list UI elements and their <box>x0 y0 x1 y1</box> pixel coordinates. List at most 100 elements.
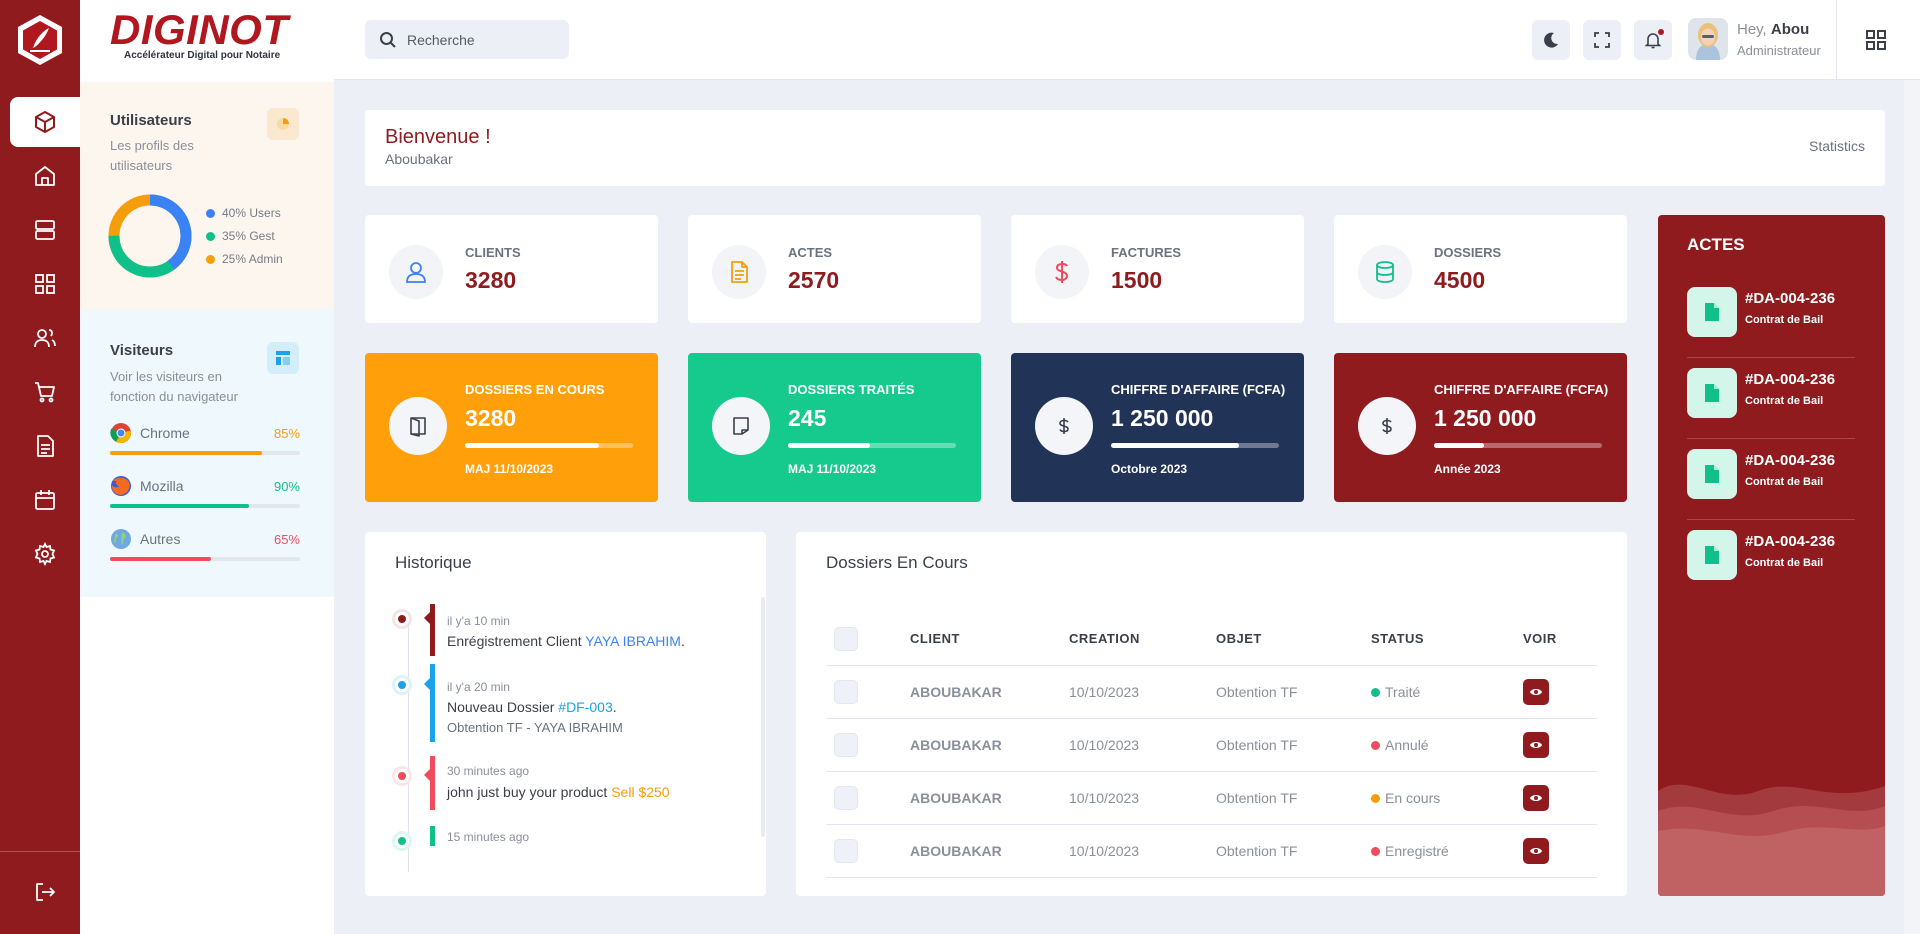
fullscreen-button[interactable] <box>1583 20 1621 60</box>
rail-item-cube[interactable] <box>10 97 80 147</box>
stat-icon-wrap <box>712 245 766 299</box>
browser-progress-fill <box>110 557 211 561</box>
statistics-link[interactable]: Statistics <box>1808 138 1865 154</box>
timeline-node <box>395 678 409 692</box>
acte-item[interactable]: #DA-004-236 Contrat de Bail <box>1687 520 1855 601</box>
kpi-card-dossiers-en-cours[interactable]: DOSSIERS EN COURS 3280 MAJ 11/10/2023 <box>365 353 658 502</box>
legend-users: 40% Users <box>206 206 281 220</box>
col-status[interactable]: STATUS <box>1371 631 1425 646</box>
dark-mode-button[interactable] <box>1532 20 1570 60</box>
rail-item-gear[interactable] <box>10 529 80 579</box>
kpi-progress <box>1111 443 1279 448</box>
browser-progress <box>110 557 300 561</box>
kpi-progress-fill <box>1434 443 1485 448</box>
rail-item-apps[interactable] <box>10 259 80 309</box>
row-select-cell <box>834 825 858 877</box>
door-icon <box>410 417 426 437</box>
apps-grid-button[interactable] <box>1862 26 1890 54</box>
voir-cell <box>1523 825 1549 877</box>
browser-name: Chrome <box>140 425 190 441</box>
kpi-card-dossiers-traites[interactable]: DOSSIERS TRAITÉS 245 MAJ 11/10/2023 <box>688 353 981 502</box>
message-text: Enrégistrement Client <box>447 633 586 649</box>
kpi-card-chiffre-annee[interactable]: CHIFFRE D'AFFAIRE (FCFA) 1 250 000 Année… <box>1334 353 1627 502</box>
icon-rail <box>0 0 80 934</box>
kpi-card-chiffre-mois[interactable]: CHIFFRE D'AFFAIRE (FCFA) 1 250 000 Octob… <box>1011 353 1304 502</box>
rail-item-calendar[interactable] <box>10 475 80 525</box>
historique-card: Historique il y'a 10 min Enrégistrement … <box>365 532 766 896</box>
grid-icon <box>1866 30 1886 50</box>
stat-card-clients[interactable]: CLIENTS 3280 <box>365 215 658 323</box>
message-highlight[interactable]: YAYA IBRAHIM <box>585 633 681 649</box>
browser-progress-fill <box>110 504 249 508</box>
row-checkbox[interactable] <box>834 839 858 863</box>
user-greeting[interactable]: Hey, Abou <box>1737 21 1809 38</box>
notifications-button[interactable] <box>1634 20 1672 60</box>
document-icon <box>37 435 54 457</box>
rail-item-server[interactable] <box>10 205 80 255</box>
historique-title: Historique <box>395 553 472 572</box>
pie-chart-badge[interactable] <box>267 108 299 140</box>
acte-item[interactable]: #DA-004-236 Contrat de Bail <box>1687 358 1855 439</box>
row-checkbox[interactable] <box>834 680 858 704</box>
status-dot <box>1371 793 1380 803</box>
stat-card-factures[interactable]: FACTURES 1500 <box>1011 215 1304 323</box>
kpi-progress-fill <box>788 443 871 448</box>
col-creation[interactable]: CREATION <box>1069 631 1140 646</box>
kpi-label: CHIFFRE D'AFFAIRE (FCFA) <box>1434 382 1609 397</box>
col-objet[interactable]: OBJET <box>1216 631 1262 646</box>
select-all-checkbox[interactable] <box>834 626 858 651</box>
col-client[interactable]: CLIENT <box>910 631 960 646</box>
voir-cell <box>1523 666 1549 718</box>
brand[interactable]: DIGINOT Accélérateur Digital pour Notair… <box>110 9 330 62</box>
brand-tagline: Accélérateur Digital pour Notaire <box>124 50 281 61</box>
view-button[interactable] <box>1523 732 1549 758</box>
status-cell: Traité <box>1371 666 1420 718</box>
search-box[interactable] <box>365 20 569 59</box>
layout-badge[interactable] <box>267 342 299 374</box>
rail-item-users[interactable] <box>10 313 80 363</box>
view-button[interactable] <box>1523 838 1549 864</box>
view-button[interactable] <box>1523 679 1549 705</box>
message-highlight[interactable]: Sell $250 <box>611 784 670 800</box>
avatar[interactable] <box>1688 18 1728 60</box>
eye-icon <box>1530 742 1542 748</box>
table-row: ABOUBAKAR 10/10/2023 Obtention TF Enregi… <box>826 825 1597 878</box>
historique-scrollbar[interactable] <box>761 597 765 837</box>
page-scrollbar[interactable] <box>1904 80 1920 934</box>
kpi-icon-wrap <box>712 397 770 455</box>
search-input[interactable] <box>407 31 557 48</box>
server-icon <box>35 220 55 240</box>
acte-item[interactable]: #DA-004-236 Contrat de Bail <box>1687 439 1855 520</box>
kpi-icon-wrap <box>1035 397 1093 455</box>
stat-card-actes[interactable]: ACTES 2570 <box>688 215 981 323</box>
message-after: . <box>680 633 685 649</box>
row-checkbox[interactable] <box>834 733 858 757</box>
bell-icon <box>1644 33 1662 49</box>
kpi-label: DOSSIERS EN COURS <box>465 382 605 397</box>
eye-icon <box>1530 848 1542 854</box>
status-dot <box>1371 740 1380 750</box>
visitors-card: Visiteurs Voir les visiteurs en fonction… <box>80 310 334 597</box>
rail-item-cart[interactable] <box>10 367 80 417</box>
status-cell: En cours <box>1371 772 1440 824</box>
row-checkbox[interactable] <box>834 786 858 810</box>
kpi-label: DOSSIERS TRAITÉS <box>788 382 915 397</box>
welcome-title: Bienvenue ! <box>385 126 491 148</box>
rail-item-home[interactable] <box>10 151 80 201</box>
app-logo[interactable] <box>16 14 64 66</box>
col-voir[interactable]: VOIR <box>1523 631 1557 646</box>
logout-button[interactable] <box>10 867 80 917</box>
rail-item-document[interactable] <box>10 421 80 471</box>
users-card-title: Utilisateurs <box>110 112 192 129</box>
browser-chrome: Chrome 85% <box>110 422 300 455</box>
dossiers-title: Dossiers En Cours <box>826 553 968 572</box>
moon-icon <box>1544 32 1558 48</box>
view-button[interactable] <box>1523 785 1549 811</box>
stat-card-dossiers[interactable]: DOSSIERS 4500 <box>1334 215 1627 323</box>
users-icon <box>34 329 56 348</box>
message-highlight[interactable]: #DF-003 <box>558 699 613 715</box>
acte-item[interactable]: #DA-004-236 Contrat de Bail <box>1687 277 1855 358</box>
legend-label: 35% Gest <box>222 229 275 243</box>
message-text: john just buy your product <box>447 784 612 800</box>
pie-chart-icon <box>277 118 289 130</box>
